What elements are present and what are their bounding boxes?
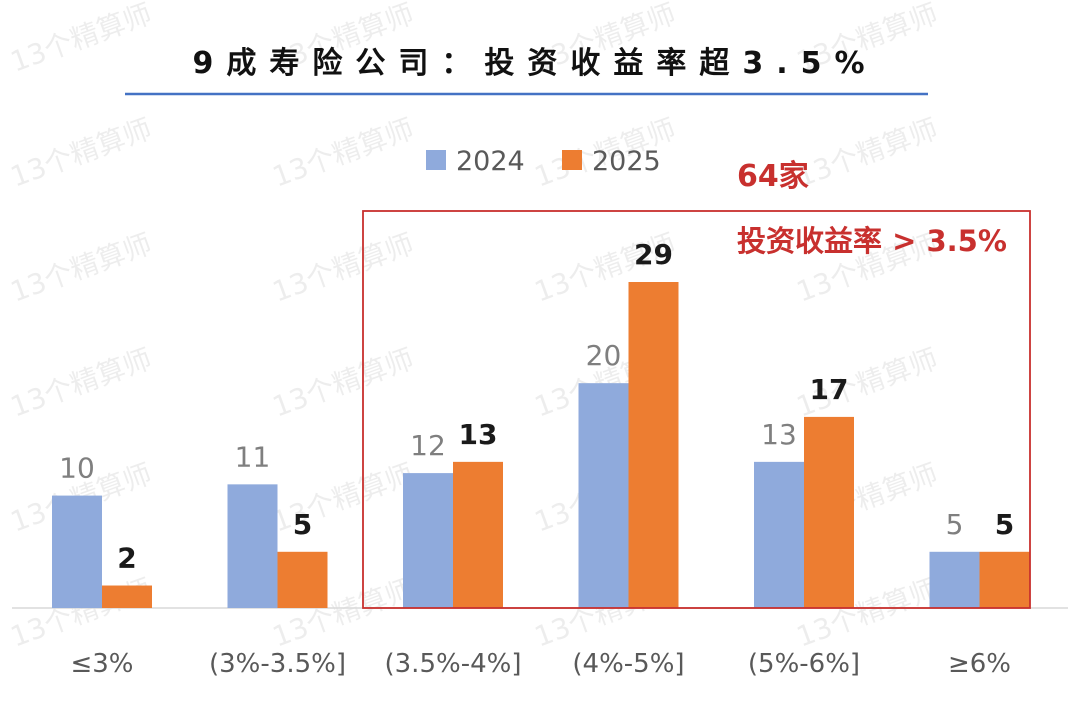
value-label-2024-5: 5: [946, 508, 964, 541]
bar-2024-3: [578, 383, 629, 608]
category-label-4: (5%-6%]: [748, 649, 860, 679]
highlight-subtitle: 投资收益率 > 3.5%: [737, 224, 1007, 258]
bar-2024-2: [403, 473, 453, 608]
watermark-text: 13个精算师: [792, 112, 942, 194]
bar-2024-4: [754, 461, 804, 608]
chart-title: 9成寿险公司：投资收益率超3.5%: [192, 46, 877, 81]
value-label-2024-3: 20: [586, 339, 622, 372]
bar-2025-5: [979, 551, 1030, 608]
value-label-2024-4: 13: [761, 418, 797, 451]
legend-swatch-2024: [426, 150, 446, 170]
value-label-2025-1: 5: [293, 508, 312, 541]
bar-2025-3: [628, 282, 679, 608]
value-label-2025-0: 2: [117, 542, 136, 575]
bar-2025-4: [804, 416, 854, 608]
legend-label-2025: 2025: [592, 146, 661, 177]
category-label-0: ≤3%: [70, 649, 133, 679]
watermark-text: 13个精算师: [6, 227, 156, 309]
category-label-1: (3%-3.5%]: [209, 649, 346, 679]
bars-layer: [52, 282, 1030, 608]
watermark-text: 13个精算师: [6, 112, 156, 194]
watermark-text: 13个精算师: [6, 0, 156, 79]
watermark-text: 13个精算师: [268, 112, 418, 194]
legend: 2024 2025: [426, 146, 661, 177]
watermark-text: 13个精算师: [268, 342, 418, 424]
category-label-5: ≥6%: [948, 649, 1011, 679]
bar-2025-0: [102, 585, 152, 608]
category-labels-layer: ≤3% (3%-3.5%] (3.5%-4%] (4%-5%] (5%-6%] ≥6%: [70, 649, 1011, 679]
watermark-text: 13个精算师: [268, 457, 418, 539]
value-label-2024-0: 10: [59, 452, 95, 485]
legend-label-2024: 2024: [456, 146, 525, 177]
category-label-3: (4%-5%]: [572, 649, 684, 679]
bar-2025-2: [453, 461, 503, 608]
watermark-text: 13个精算师: [6, 342, 156, 424]
legend-swatch-2025: [562, 150, 582, 170]
highlight-count-label: 64家: [737, 159, 809, 194]
bar-2024-1: [227, 484, 278, 608]
value-label-2025-5: 5: [995, 508, 1014, 541]
highlight-box: [362, 210, 1031, 609]
value-label-2025-3: 29: [634, 238, 673, 271]
category-label-2: (3.5%-4%]: [385, 649, 522, 679]
bar-2024-0: [52, 495, 102, 608]
value-label-2024-2: 12: [410, 429, 446, 462]
value-label-2025-4: 17: [810, 373, 849, 406]
value-label-2025-2: 13: [459, 418, 498, 451]
value-label-2024-1: 11: [235, 440, 271, 473]
bar-2025-1: [277, 551, 328, 608]
bar-2024-5: [929, 551, 980, 608]
watermark-text: 13个精算师: [268, 227, 418, 309]
